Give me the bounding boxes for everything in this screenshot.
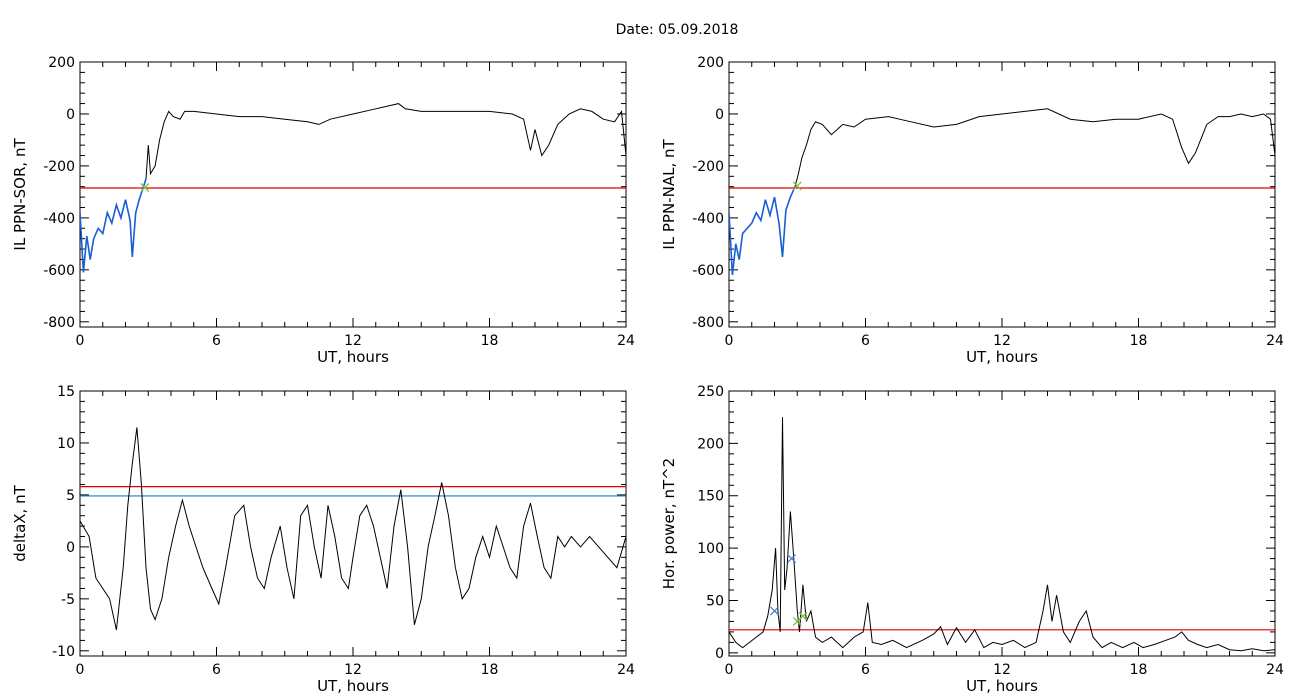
chart-panel-deltax: 0 6 12 18 24 -10 -5 0 5 10 15 UT, hours deltaX, nT — [11, 384, 635, 695]
event-marker-stroke — [770, 606, 779, 616]
y-tick-label: 0 — [66, 107, 75, 123]
x-tick-label: 12 — [344, 662, 362, 678]
x-tick-label: 6 — [861, 662, 870, 678]
y-tick-label: -400 — [43, 211, 75, 227]
plot-area — [729, 417, 1275, 652]
y-tick-label: 50 — [706, 593, 724, 609]
x-tick-label: 18 — [481, 662, 499, 678]
y-tick-label: 150 — [697, 489, 724, 505]
y-tick-label: 0 — [715, 646, 724, 662]
event-marker-stroke — [792, 181, 802, 191]
x-tick-label: 24 — [617, 333, 635, 349]
series-line — [80, 427, 626, 631]
highlight-series-line — [729, 186, 796, 276]
y-tick-label: -400 — [692, 211, 724, 227]
x-tick-label: 6 — [861, 333, 870, 349]
plot-frame — [728, 61, 1276, 328]
event-marker — [798, 611, 808, 621]
plot-area — [80, 103, 626, 273]
chart-panel-il-sor: 0 6 12 18 24 -800 -600 -400 -200 0 200 UT, hours IL … — [11, 55, 635, 366]
plots-container: 0 6 12 18 24 -800 -600 -400 -200 0 200 UT, hours IL … — [11, 55, 1284, 695]
x-tick-label: 24 — [1266, 662, 1284, 678]
x-axis-title: UT, hours — [317, 348, 389, 366]
plot-area — [80, 427, 626, 631]
x-tick-label: 0 — [725, 662, 734, 678]
chart-panel-il-nal: 0 6 12 18 24 -800 -600 -400 -200 0 200 UT, hours IL … — [660, 55, 1284, 366]
x-tick-label: 18 — [1130, 662, 1148, 678]
x-axis-title: UT, hours — [966, 348, 1038, 366]
x-tick-label: 0 — [725, 333, 734, 349]
y-tick-label: -10 — [52, 644, 75, 660]
x-tick-label: 12 — [344, 333, 362, 349]
x-tick-label: 12 — [993, 333, 1011, 349]
y-tick-label: 0 — [715, 107, 724, 123]
event-marker-stroke — [787, 554, 797, 564]
series-line — [729, 108, 1275, 276]
x-axis-title: UT, hours — [317, 677, 389, 695]
x-tick-label: 0 — [76, 333, 85, 349]
y-axis-title: Hor. power, nT^2 — [660, 458, 678, 589]
y-tick-label: 10 — [57, 436, 75, 452]
x-tick-label: 0 — [76, 662, 85, 678]
y-tick-label: 5 — [66, 488, 75, 504]
event-marker — [787, 554, 797, 564]
y-tick-label: 15 — [57, 384, 75, 400]
event-marker-stroke — [798, 611, 808, 621]
y-tick-label: 100 — [697, 541, 724, 557]
y-tick-label: -600 — [43, 263, 75, 279]
y-tick-label: 200 — [48, 55, 75, 71]
y-tick-label: 200 — [697, 55, 724, 71]
y-axis-title: deltaX, nT — [11, 484, 29, 561]
plot-frame — [79, 390, 627, 657]
y-tick-label: -200 — [692, 159, 724, 175]
plot-frame — [728, 390, 1276, 657]
x-tick-label: 18 — [481, 333, 499, 349]
page-title: Date: 05.09.2018 — [616, 22, 739, 38]
y-axis-title: IL PPN-SOR, nT — [11, 138, 29, 251]
event-marker-stroke — [140, 183, 150, 192]
event-marker — [792, 181, 802, 191]
event-marker — [770, 606, 779, 616]
y-axis-title: IL PPN-NAL, nT — [660, 139, 678, 250]
x-tick-label: 6 — [212, 333, 221, 349]
x-axis-title: UT, hours — [966, 677, 1038, 695]
highlight-series-line — [80, 178, 147, 273]
x-tick-label: 18 — [1130, 333, 1148, 349]
series-line — [729, 417, 1275, 652]
x-tick-label: 24 — [1266, 333, 1284, 349]
y-tick-label: -200 — [43, 159, 75, 175]
y-tick-label: -800 — [43, 315, 75, 331]
event-marker — [140, 183, 150, 192]
x-tick-label: 12 — [993, 662, 1011, 678]
x-tick-label: 24 — [617, 662, 635, 678]
y-tick-label: -5 — [61, 592, 75, 608]
x-tick-label: 6 — [212, 662, 221, 678]
y-tick-label: -600 — [692, 263, 724, 279]
plot-area — [729, 108, 1275, 276]
y-tick-label: 200 — [697, 436, 724, 452]
y-tick-label: 0 — [66, 540, 75, 556]
chart-panel-hor-power: 0 6 12 18 24 0 50 100 150 200 250 UT, hours Hor. pow… — [660, 384, 1284, 695]
plot-frame — [79, 61, 627, 328]
y-tick-label: -800 — [692, 315, 724, 331]
y-tick-label: 250 — [697, 384, 724, 400]
